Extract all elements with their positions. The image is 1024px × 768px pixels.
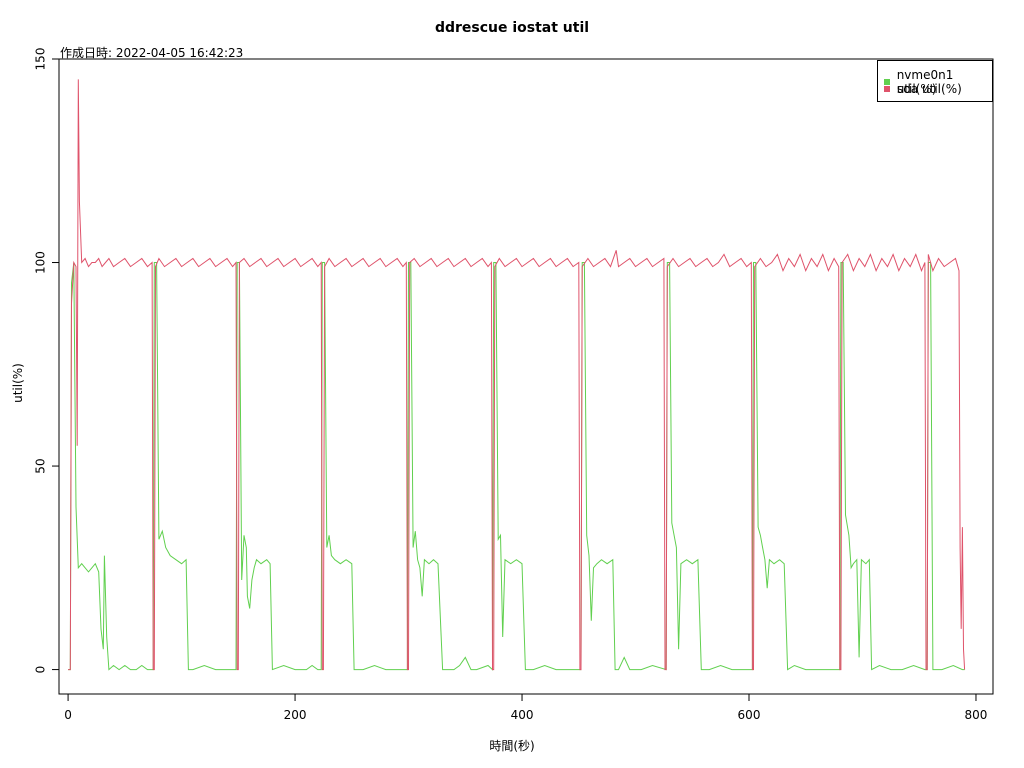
y-tick-label: 50 (34, 458, 48, 473)
series-line-nvme0n1 (68, 262, 965, 671)
x-tick-label: 0 (64, 708, 72, 722)
y-tick-label: 150 (34, 48, 48, 71)
y-tick-label: 0 (34, 666, 48, 674)
chart-title: ddrescue iostat util (434, 20, 590, 36)
chart-subtitle: 作成日時: 2022-04-05 16:42:23 (60, 46, 244, 60)
x-tick-label: 800 (965, 708, 988, 722)
axes: 0 200 400 600 800 0 50 100 150 (34, 48, 988, 722)
legend-label-nvme: nvme0n1 util(%) (896, 68, 954, 96)
legend-item-sda: sda util(%) (884, 82, 962, 96)
series-line-sda (68, 79, 966, 671)
legend-swatch-nvme (884, 79, 890, 85)
legend-label-sda: sda util(%) (897, 82, 962, 96)
legend-swatch-sda (884, 86, 890, 92)
legend: nvme0n1 util(%) sda util(%) (877, 60, 993, 102)
legend-item-nvme: nvme0n1 util(%) (884, 68, 992, 96)
series-lines (68, 79, 966, 671)
x-tick-label: 200 (284, 708, 307, 722)
x-tick-label: 600 (738, 708, 761, 722)
x-tick-label: 400 (511, 708, 534, 722)
x-axis-label: 時間(秒) (489, 739, 535, 753)
plot-frame (58, 58, 994, 695)
y-tick-label: 100 (34, 251, 48, 274)
